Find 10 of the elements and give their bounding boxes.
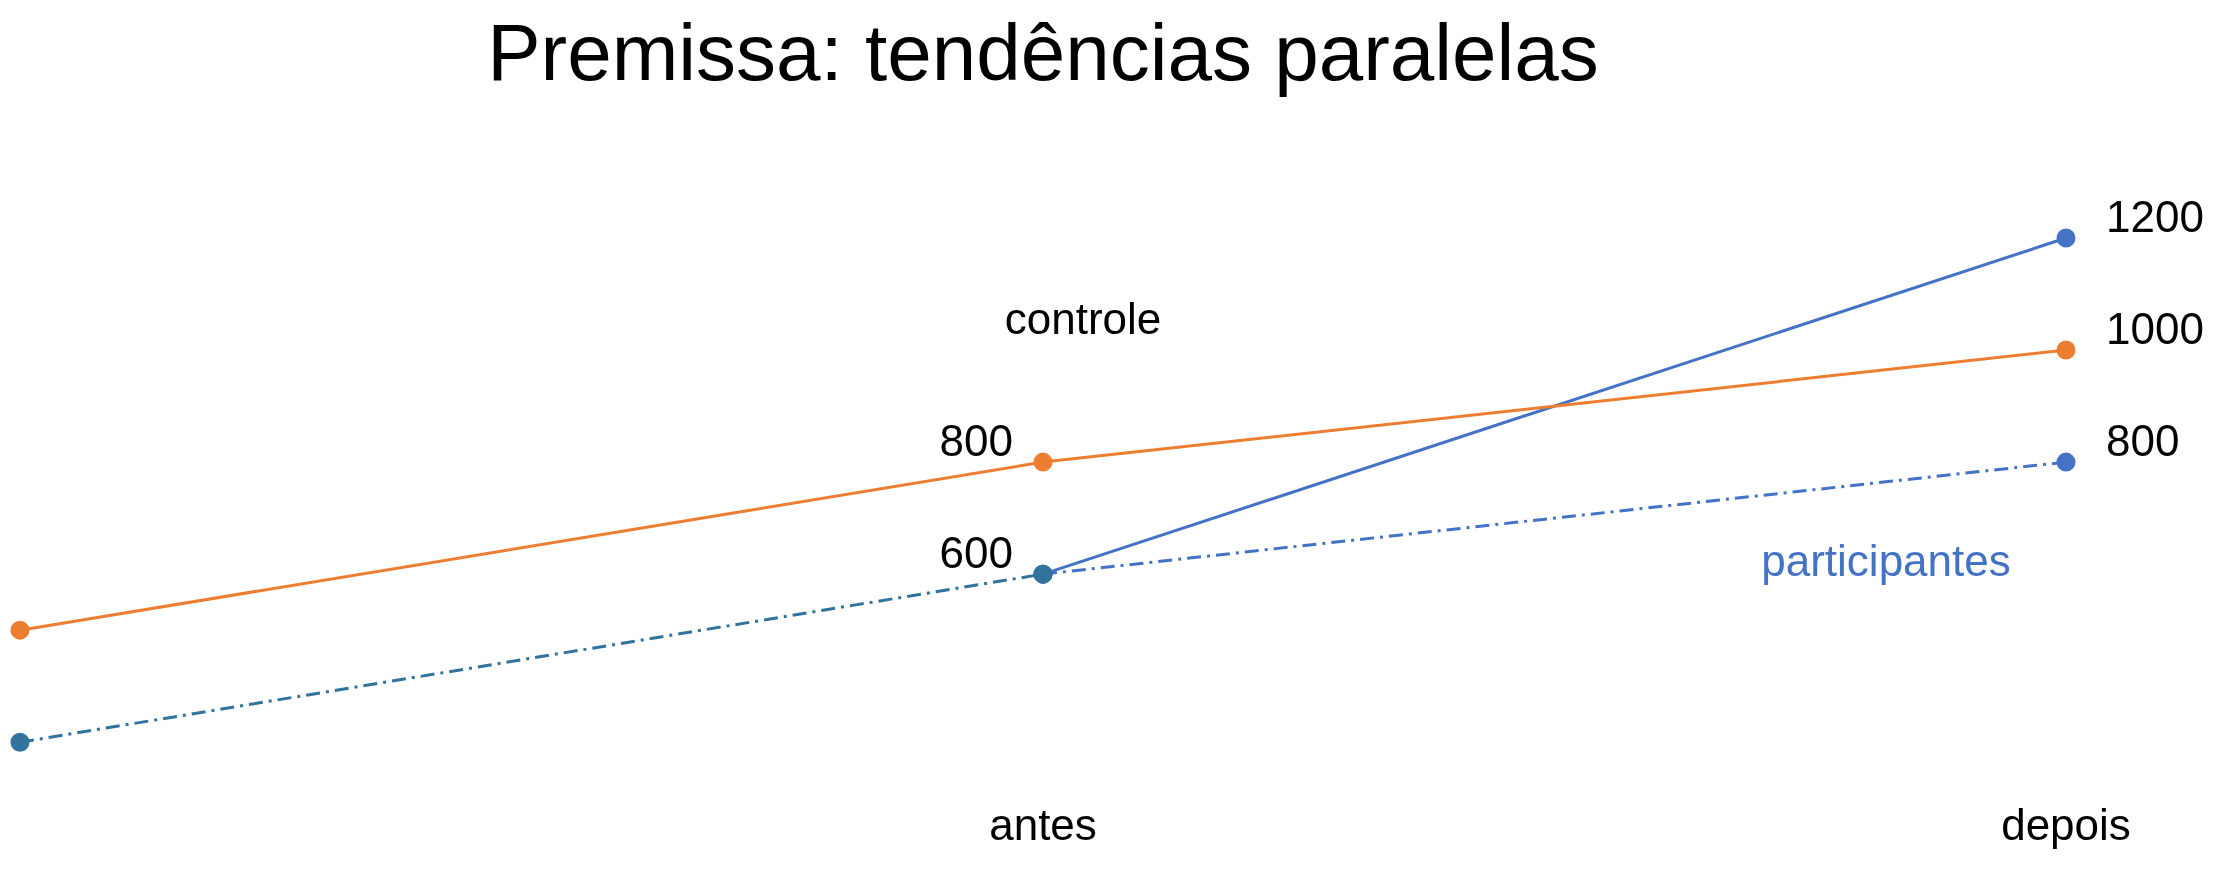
- x-tick-label: depois: [2001, 799, 2131, 849]
- data-label: 800: [939, 416, 1013, 466]
- chart-title: Premissa: tendências paralelas: [487, 8, 1599, 98]
- data-label: 800: [2106, 416, 2180, 466]
- text: controle: [1004, 294, 1162, 344]
- x-tick-label: antes: [989, 799, 1097, 849]
- data-label: 600: [939, 528, 1013, 578]
- data-label: 1000: [2106, 304, 2204, 354]
- text: participantes: [1761, 536, 2011, 586]
- data-label: 1200: [2106, 192, 2204, 242]
